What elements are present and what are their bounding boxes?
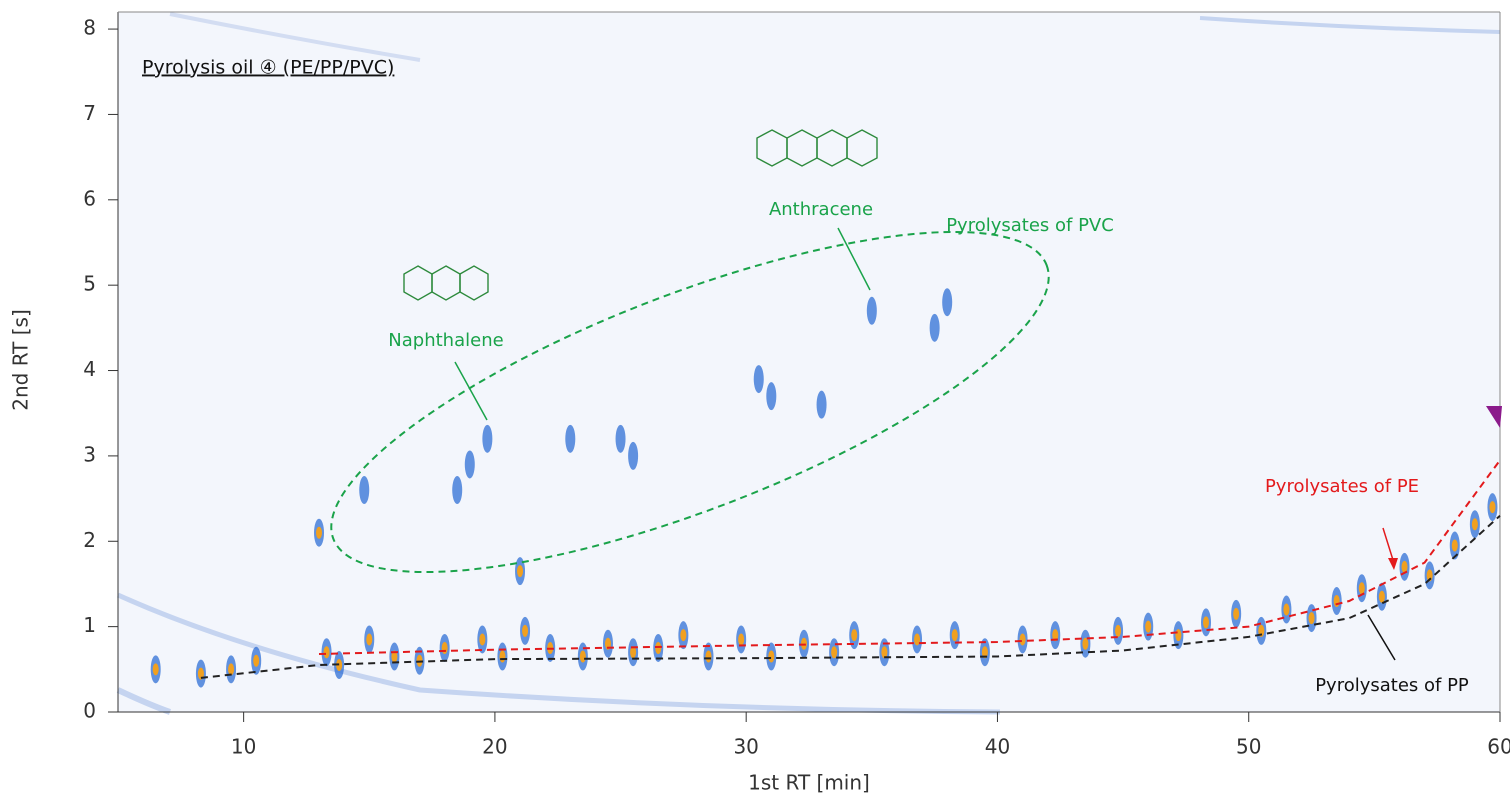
series-label: Pyrolysates of PE [1265,476,1419,497]
peak-core [1451,539,1458,552]
y-tick-label: 4 [83,357,96,381]
background-band [116,592,1001,715]
peak-core [680,629,687,642]
plot-area [118,12,1500,712]
peak-core [441,641,448,654]
peak-core [1233,607,1240,620]
peak-core [152,663,159,676]
naphthalene-structure [403,265,489,301]
peak-core [1401,560,1408,573]
peak [766,382,777,411]
peak-core [1378,590,1385,603]
peak [452,476,463,505]
peak-core [197,667,204,680]
peak-core [1052,629,1059,642]
peak-core [253,654,260,667]
peak-core [981,646,988,659]
x-tick-label: 20 [482,735,507,759]
background-band [116,687,171,715]
peak-core [579,650,586,663]
peak [628,441,639,470]
peak-core [228,663,235,676]
peak-core [1175,629,1182,642]
curve [200,514,1501,679]
peak-core [831,646,838,659]
anthracene-structure [756,129,878,167]
background-band [169,12,421,62]
peak-core [604,637,611,650]
x-tick-label: 60 [1487,735,1510,759]
x-tick-label: 10 [231,735,256,759]
pvc-region [330,230,1050,574]
peak-core [1203,616,1210,629]
x-tick-label: 50 [1236,735,1261,759]
peak-core [705,650,712,663]
y-tick-label: 3 [83,442,96,466]
x-tick-label: 30 [733,735,758,759]
peak-core [1333,595,1340,608]
peak-core [851,629,858,642]
peak-core [1308,612,1315,625]
peak [866,296,877,325]
y-tick-label: 7 [83,101,96,125]
peak-core [1426,569,1433,582]
y-axis-label: 2nd RT [s] [9,309,33,411]
y-tick-label: 6 [83,186,96,210]
peak-core [768,650,775,663]
peak [816,390,827,419]
peak-core [1019,633,1026,646]
peak-core [316,526,323,539]
leader-line [1367,614,1396,661]
peak-core [499,650,506,663]
background-band [1199,16,1501,34]
y-tick-label: 8 [83,16,96,40]
peak-core [914,633,921,646]
y-tick-label: 2 [83,528,96,552]
series-label: Pyrolysates of PP [1315,675,1469,696]
peak-core [881,646,888,659]
curve [318,459,1501,655]
leader-line [1382,527,1394,561]
y-tick-label: 0 [83,699,96,723]
peak-core [391,650,398,663]
peak-core [366,633,373,646]
peak-core [1145,620,1152,633]
peak-core [1082,637,1089,650]
x-axis-label: 1st RT [min] [748,771,870,795]
annotation: Pyrolysates of PVC [946,215,1114,236]
peak-core [517,565,524,578]
peak-core [1115,624,1122,637]
peak-core [1283,603,1290,616]
peak-core [630,646,637,659]
x-tick-label: 40 [985,735,1010,759]
peak-core [1489,501,1496,514]
peak [615,424,626,453]
peak-core [738,633,745,646]
peak [359,476,370,505]
peak [929,313,940,342]
peak-core [1358,582,1365,595]
peak-core [522,624,529,637]
annotation: Anthracene [769,199,873,220]
marker [1486,406,1502,428]
leader-line [454,361,488,421]
arrow-head [1388,558,1398,570]
peak [464,450,475,479]
peak-core [655,641,662,654]
chart-title: Pyrolysis oil ④ (PE/PP/PVC) [142,57,394,79]
annotation: Naphthalene [388,330,503,351]
peak [942,288,953,317]
peak-core [951,629,958,642]
y-tick-label: 5 [83,272,96,296]
peak-core [323,646,330,659]
peak [565,424,576,453]
peak-core [1471,518,1478,531]
peak [482,424,493,453]
peak-core [479,633,486,646]
leader-line [837,227,871,291]
y-tick-label: 1 [83,613,96,637]
peak [753,365,764,394]
